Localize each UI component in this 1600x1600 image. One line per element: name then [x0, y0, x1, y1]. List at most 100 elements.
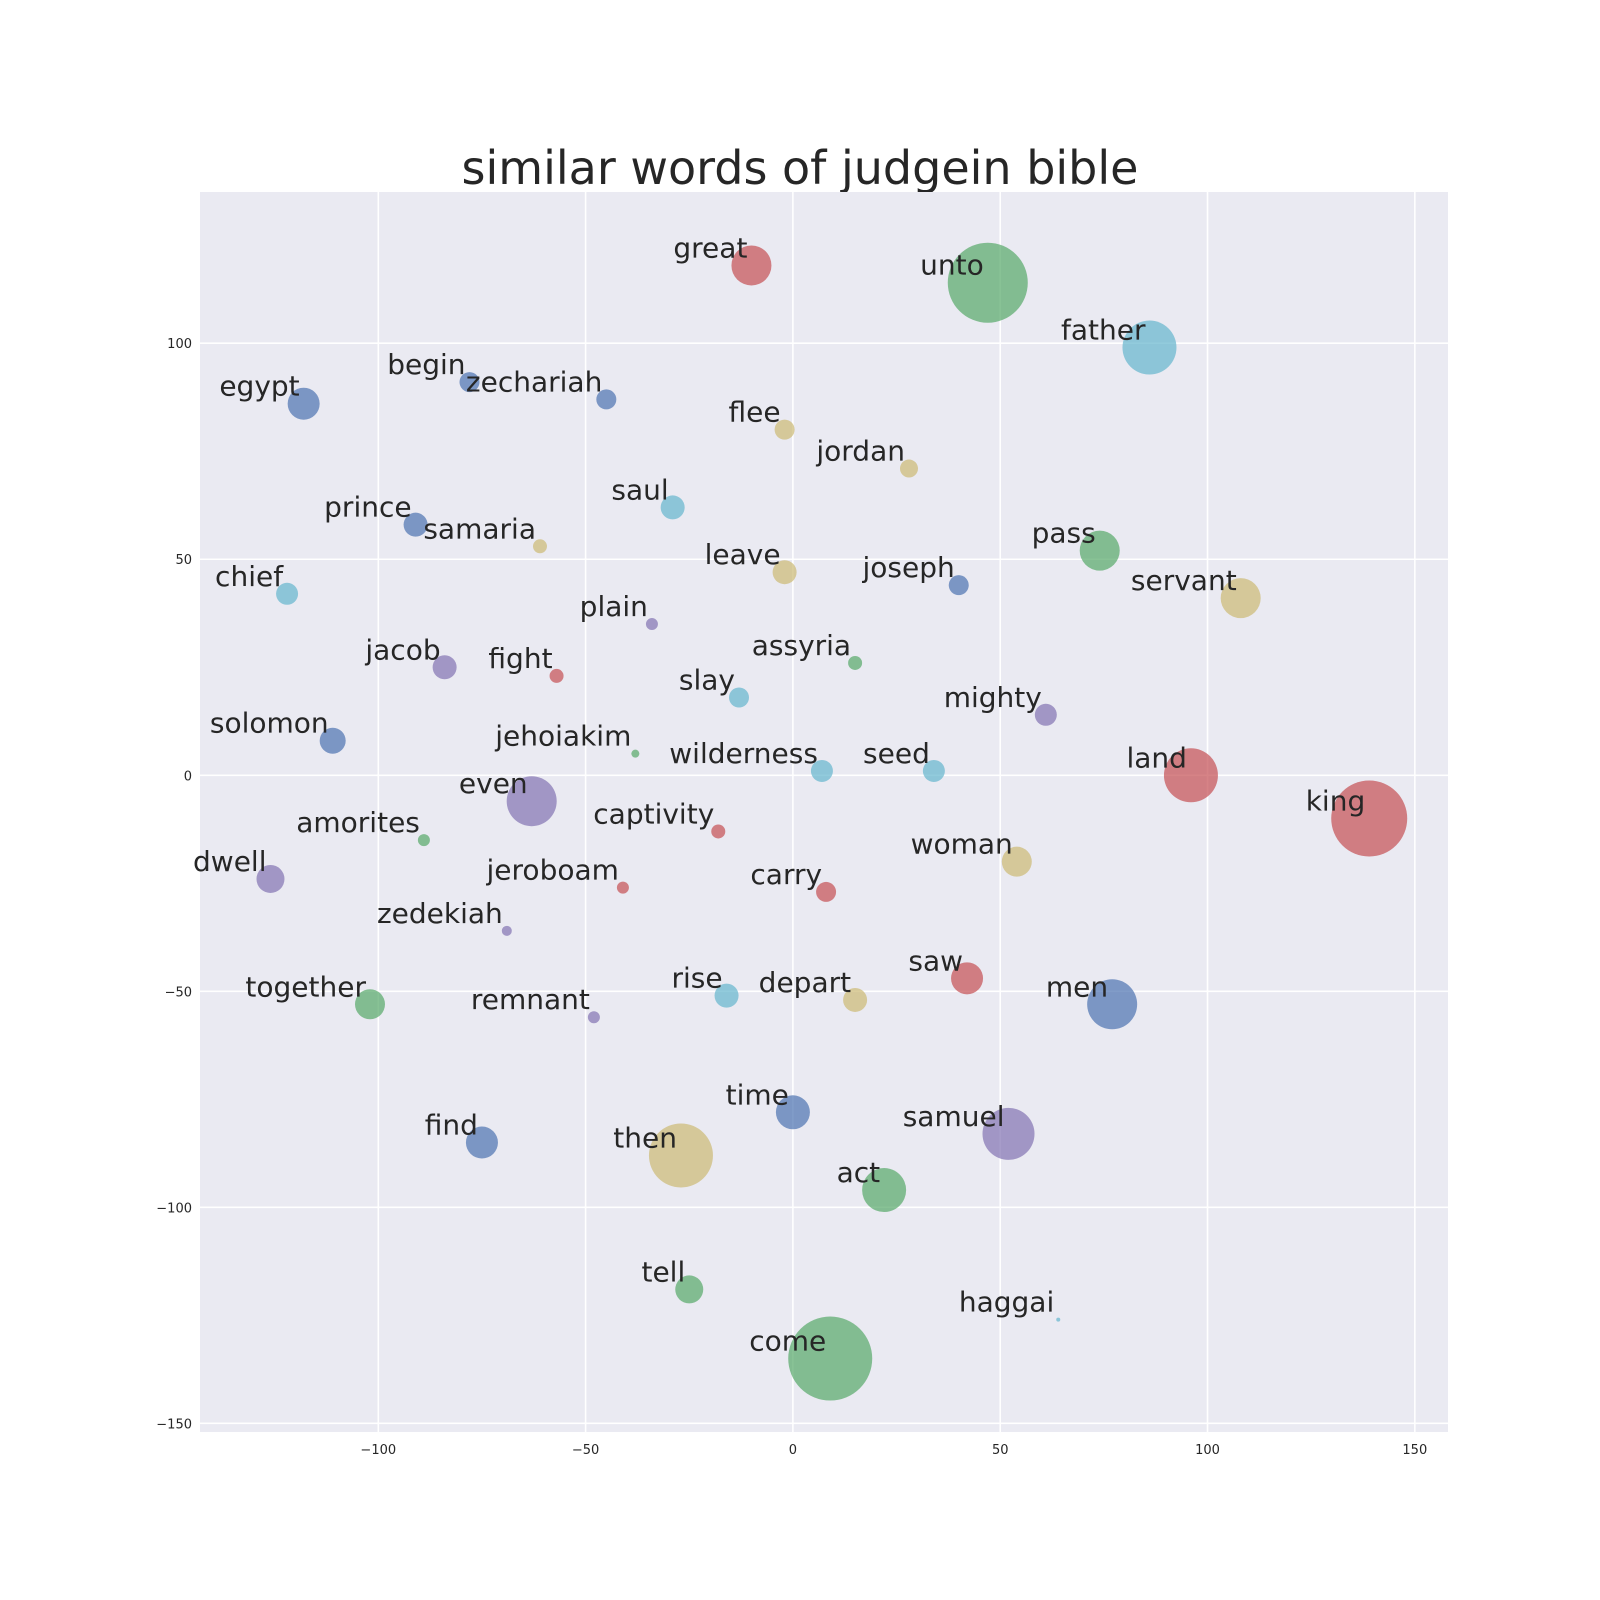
y-tick-label: 50	[175, 553, 192, 568]
x-tick-label: 0	[789, 1443, 797, 1458]
data-point-king	[1331, 780, 1408, 857]
data-label-solomon: solomon	[210, 707, 329, 740]
data-label-pass: pass	[1032, 517, 1096, 550]
data-label-dwell: dwell	[193, 845, 266, 878]
data-points	[256, 242, 1408, 1401]
data-point-slay	[729, 687, 750, 708]
data-point-mighty	[1034, 703, 1057, 726]
data-label-joseph: joseph	[862, 551, 955, 584]
data-label-chief: chief	[215, 560, 284, 593]
data-point-jeroboam	[616, 881, 629, 894]
data-label-amorites: amorites	[296, 806, 420, 839]
data-label-men: men	[1046, 970, 1108, 1003]
data-point-saul	[660, 495, 685, 520]
plot-area	[200, 192, 1448, 1432]
data-point-depart	[843, 987, 868, 1012]
data-label-king: king	[1306, 784, 1366, 817]
x-tick-label: 100	[1195, 1443, 1220, 1458]
data-point-chief	[276, 582, 299, 605]
y-tick-label: 0	[184, 769, 192, 784]
data-label-samuel: samuel	[903, 1100, 1005, 1133]
data-label-rise: rise	[671, 962, 722, 995]
x-tick-label: −100	[360, 1443, 396, 1458]
data-label-haggai: haggai	[959, 1286, 1054, 1319]
data-point-captivity	[711, 824, 726, 839]
data-point-dwell	[256, 864, 285, 893]
data-label-wilderness: wilderness	[669, 737, 818, 770]
data-label-leave: leave	[705, 538, 781, 571]
data-label-act: act	[837, 1156, 881, 1189]
data-point-jehoiakim	[631, 749, 640, 758]
data-point-saw	[951, 962, 984, 995]
data-label-slay: slay	[679, 664, 735, 697]
data-label-jordan: jordan	[815, 435, 905, 468]
data-point-remnant	[587, 1011, 600, 1024]
data-point-servant	[1220, 578, 1261, 619]
data-label-woman: woman	[911, 828, 1013, 861]
data-label-jeroboam: jeroboam	[486, 854, 619, 887]
data-label-together: together	[245, 970, 366, 1003]
data-point-jacob	[432, 655, 457, 680]
data-point-woman	[1001, 846, 1032, 877]
data-point-samuel	[982, 1107, 1035, 1160]
data-label-find: find	[425, 1109, 478, 1142]
data-point-seed	[922, 759, 945, 782]
data-point-joseph	[948, 575, 969, 596]
chart-title: similar words of judgein bible	[462, 141, 1139, 195]
data-label-time: time	[726, 1078, 789, 1111]
data-point-prince	[403, 512, 428, 537]
data-point-haggai	[1056, 1317, 1061, 1322]
data-label-father: father	[1061, 314, 1146, 347]
data-point-flee	[774, 419, 795, 440]
data-label-assyria: assyria	[752, 629, 851, 662]
data-point-come	[788, 1316, 873, 1401]
axis-tick-labels: −100 −50 0 50 100 150 −150 −100 −50 0 50 100	[156, 337, 1427, 1458]
data-point-jordan	[899, 459, 918, 478]
data-label-saul: saul	[611, 473, 668, 506]
data-point-leave	[772, 560, 797, 585]
data-point-wilderness	[810, 759, 833, 782]
data-label-plain: plain	[580, 590, 648, 623]
data-point-solomon	[319, 727, 346, 754]
data-label-jacob: jacob	[364, 633, 440, 666]
data-point-pass	[1079, 530, 1120, 571]
data-point-unto	[947, 242, 1028, 323]
data-label-depart: depart	[759, 966, 851, 999]
data-label-jehoiakim: jehoiakim	[494, 720, 631, 753]
y-tick-label: −100	[156, 1201, 192, 1216]
data-point-act	[862, 1168, 907, 1213]
data-label-even: even	[459, 767, 528, 800]
data-label-carry: carry	[750, 858, 822, 891]
data-label-servant: servant	[1131, 564, 1237, 597]
data-point-find	[465, 1126, 498, 1159]
data-point-great	[731, 245, 772, 286]
data-point-land	[1163, 748, 1218, 803]
data-point-plain	[645, 618, 658, 631]
data-point-time	[775, 1095, 810, 1130]
data-point-tell	[675, 1275, 704, 1304]
data-point-amorites	[417, 834, 430, 847]
y-tick-label: 100	[167, 337, 192, 352]
data-point-father	[1122, 320, 1177, 375]
x-tick-label: 150	[1402, 1443, 1427, 1458]
data-label-remnant: remnant	[471, 983, 590, 1016]
data-label-flee: flee	[729, 396, 781, 429]
data-label-unto: unto	[920, 249, 984, 282]
data-point-assyria	[848, 655, 863, 670]
data-point-men	[1087, 979, 1138, 1030]
data-label-captivity: captivity	[593, 797, 714, 830]
y-tick-label: −150	[156, 1417, 192, 1432]
data-label-zedekiah: zedekiah	[377, 897, 503, 930]
x-tick-label: 50	[992, 1443, 1009, 1458]
data-point-zedekiah	[501, 925, 512, 936]
data-label-mighty: mighty	[944, 681, 1042, 714]
data-point-zechariah	[596, 389, 617, 410]
data-label-egypt: egypt	[219, 370, 299, 403]
data-label-zechariah: zechariah	[466, 365, 602, 398]
data-label-begin: begin	[387, 348, 465, 381]
data-point-egypt	[287, 387, 320, 420]
x-tick-label: −50	[572, 1443, 599, 1458]
data-label-tell: tell	[641, 1255, 685, 1288]
